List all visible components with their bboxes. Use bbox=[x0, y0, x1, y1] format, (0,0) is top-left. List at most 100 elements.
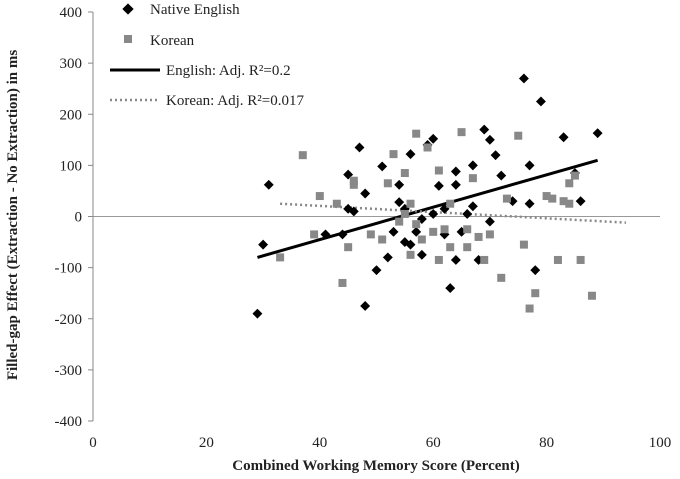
data-point-korean bbox=[519, 240, 528, 249]
data-point-native-english bbox=[411, 226, 422, 237]
data-point-korean bbox=[310, 230, 319, 239]
legend-label-korean-trend: Korean: Adj. R²=0.017 bbox=[166, 93, 304, 109]
data-point-native-english bbox=[416, 249, 427, 260]
data-point-native-english bbox=[433, 180, 444, 191]
data-point-korean bbox=[406, 199, 415, 208]
data-point-korean bbox=[366, 230, 375, 239]
data-point-native-english bbox=[382, 252, 393, 263]
y-tick-label: 300 bbox=[60, 56, 83, 72]
data-point-native-english bbox=[394, 179, 405, 190]
x-tick-label: 80 bbox=[539, 435, 554, 451]
data-point-korean bbox=[400, 169, 409, 178]
legend-label-korean: Korean bbox=[150, 33, 195, 49]
data-point-korean bbox=[400, 209, 409, 218]
data-point-korean bbox=[463, 225, 472, 234]
data-point-korean bbox=[412, 129, 421, 138]
y-tick-label: -100 bbox=[55, 261, 83, 277]
data-point-korean bbox=[576, 255, 585, 264]
data-point-korean bbox=[383, 179, 392, 188]
x-tick-label: 60 bbox=[426, 435, 441, 451]
data-point-native-english bbox=[371, 265, 382, 276]
data-point-korean bbox=[406, 250, 415, 259]
data-point-native-english bbox=[337, 229, 348, 240]
data-point-native-english bbox=[524, 160, 535, 171]
legend-label-native-english: Native English bbox=[150, 2, 240, 18]
data-point-korean bbox=[559, 197, 568, 206]
data-point-korean bbox=[514, 131, 523, 140]
data-point-native-english bbox=[428, 208, 439, 219]
data-point-native-english bbox=[348, 206, 359, 217]
data-point-native-english bbox=[388, 226, 399, 237]
data-point-native-english bbox=[405, 239, 416, 250]
data-point-native-english bbox=[354, 142, 365, 153]
data-point-korean bbox=[349, 176, 358, 185]
data-point-native-english bbox=[377, 161, 388, 172]
data-point-native-english bbox=[484, 216, 495, 227]
data-point-native-english bbox=[575, 196, 586, 207]
data-point-korean bbox=[338, 278, 347, 287]
data-point-korean bbox=[412, 220, 421, 229]
y-tick-label: -400 bbox=[55, 414, 83, 430]
data-point-korean bbox=[565, 179, 574, 188]
legend-label-english-trend: English: Adj. R²=0.2 bbox=[166, 63, 291, 79]
x-axis-title: Combined Working Memory Score (Percent) bbox=[232, 458, 519, 474]
data-point-native-english bbox=[263, 179, 274, 190]
data-point-native-english bbox=[467, 201, 478, 212]
legend-item-native-english: Native English bbox=[122, 2, 240, 18]
data-point-korean bbox=[587, 291, 596, 300]
data-point-native-english bbox=[484, 134, 495, 145]
data-point-korean bbox=[542, 192, 551, 201]
legend-item-english-trend: English: Adj. R²=0.2 bbox=[110, 63, 291, 79]
data-point-native-english bbox=[496, 170, 507, 181]
legend-item-korean: Korean bbox=[124, 33, 195, 49]
data-point-korean bbox=[344, 243, 353, 252]
x-tick-label: 100 bbox=[649, 435, 672, 451]
data-point-korean bbox=[548, 194, 557, 203]
y-tick-label: 200 bbox=[60, 107, 83, 123]
x-tick-label: 40 bbox=[312, 435, 327, 451]
data-point-native-english bbox=[530, 265, 541, 276]
data-point-korean bbox=[497, 273, 506, 282]
data-point-korean bbox=[474, 232, 483, 241]
data-point-native-english bbox=[479, 124, 490, 135]
data-point-korean bbox=[440, 225, 449, 234]
data-point-korean bbox=[457, 128, 466, 137]
data-point-korean bbox=[315, 192, 324, 201]
data-point-korean bbox=[395, 217, 404, 226]
y-axis-title: Filled-gap Effect (Extraction - No Extra… bbox=[5, 50, 21, 381]
y-tick-label: 400 bbox=[60, 5, 83, 21]
data-point-korean bbox=[423, 143, 432, 152]
legend: Native English Korean English: Adj. R²=0… bbox=[110, 2, 304, 109]
data-point-native-english bbox=[535, 96, 546, 107]
data-point-korean bbox=[502, 194, 511, 203]
legend-marker-korean bbox=[124, 35, 132, 43]
data-point-korean bbox=[417, 235, 426, 244]
legend-marker-native-english bbox=[122, 3, 134, 15]
data-point-korean bbox=[553, 255, 562, 264]
data-point-native-english bbox=[450, 166, 461, 177]
data-point-native-english bbox=[258, 239, 269, 250]
y-axis: 400 300 200 100 0 -100 -200 -300 -400 bbox=[55, 5, 94, 430]
data-point-native-english bbox=[592, 128, 603, 139]
data-point-native-english bbox=[518, 73, 529, 84]
x-axis: 0 20 40 60 80 100 bbox=[89, 435, 671, 451]
data-point-korean bbox=[446, 199, 455, 208]
data-point-native-english bbox=[405, 149, 416, 160]
data-point-native-english bbox=[252, 308, 263, 319]
data-point-korean bbox=[332, 199, 341, 208]
data-point-korean bbox=[468, 174, 477, 183]
data-point-native-english bbox=[467, 160, 478, 171]
data-point-native-english bbox=[394, 197, 405, 208]
data-point-korean bbox=[446, 243, 455, 252]
data-point-native-english bbox=[320, 229, 331, 240]
x-tick-label: 0 bbox=[89, 435, 97, 451]
data-point-native-english bbox=[360, 188, 371, 199]
data-point-korean bbox=[570, 171, 579, 180]
data-point-native-english bbox=[450, 255, 461, 265]
data-point-korean bbox=[565, 199, 574, 208]
data-point-korean bbox=[429, 227, 438, 236]
y-tick-label: 100 bbox=[60, 158, 83, 174]
data-point-korean bbox=[485, 230, 494, 239]
data-point-korean bbox=[480, 255, 489, 264]
